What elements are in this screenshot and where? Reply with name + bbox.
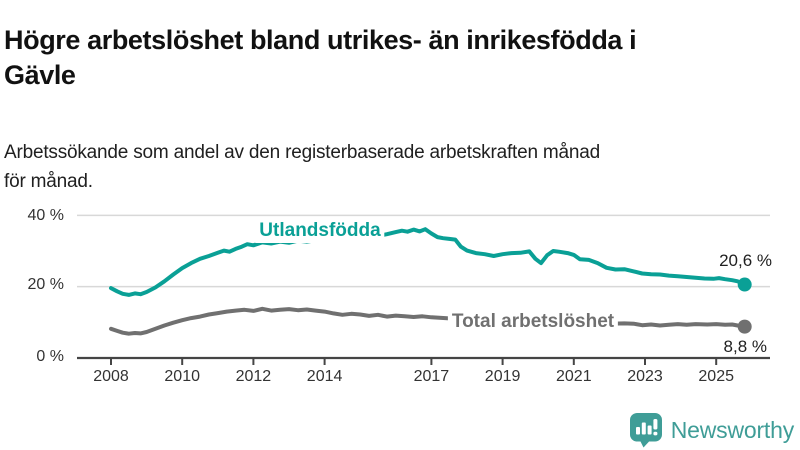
page-title: Högre arbetslöshet bland utrikes- än inr…	[4, 23, 792, 93]
series-line-utlandsfodda	[109, 227, 747, 297]
x-axis-label-2010: 2010	[164, 368, 200, 385]
page-title-line-2: Gävle	[4, 60, 76, 91]
x-axis-label-2023: 2023	[627, 368, 663, 385]
end-value-label-total-arbetsloshet: 8,8 %	[723, 337, 767, 356]
x-axis-label-2021: 2021	[556, 368, 592, 385]
x-axis-label-2025: 2025	[698, 368, 734, 385]
x-axis-label-2017: 2017	[413, 368, 450, 385]
series-label-total-arbetsloshet: Total arbetslöshet	[447, 310, 619, 334]
x-axis-label-2019: 2019	[484, 368, 521, 385]
x-axis-label-2014: 2014	[306, 368, 343, 385]
y-axis-label-20: 20 %	[27, 276, 64, 293]
x-axis-label-2012: 2012	[235, 368, 272, 385]
series-label-utlandsfodda: Utlandsfödda	[255, 219, 385, 243]
line-chart	[77, 214, 770, 365]
series-line-total	[109, 306, 747, 336]
y-axis-label-40: 40 %	[27, 207, 64, 224]
y-axis-label-0: 0 %	[36, 348, 64, 365]
endpoint-dot-total	[737, 319, 752, 334]
newsworthy-chart-pin-icon	[629, 413, 662, 448]
x-axis-label-2008: 2008	[93, 368, 129, 385]
chart-subtitle: Arbetssökande som andel av den registerb…	[4, 138, 792, 196]
end-value-label-utlandsfodda: 20,6 %	[719, 251, 772, 270]
newsworthy-logo: Newsworthy	[629, 412, 794, 448]
chart-subtitle-line-2: för månad.	[4, 171, 93, 192]
page-title-line-1: Högre arbetslöshet bland utrikes- än inr…	[4, 25, 637, 56]
endpoint-dot-utlandsfodda	[737, 277, 752, 292]
brand-name: Newsworthy	[670, 416, 794, 443]
chart-subtitle-line-1: Arbetssökande som andel av den registerb…	[4, 142, 601, 163]
